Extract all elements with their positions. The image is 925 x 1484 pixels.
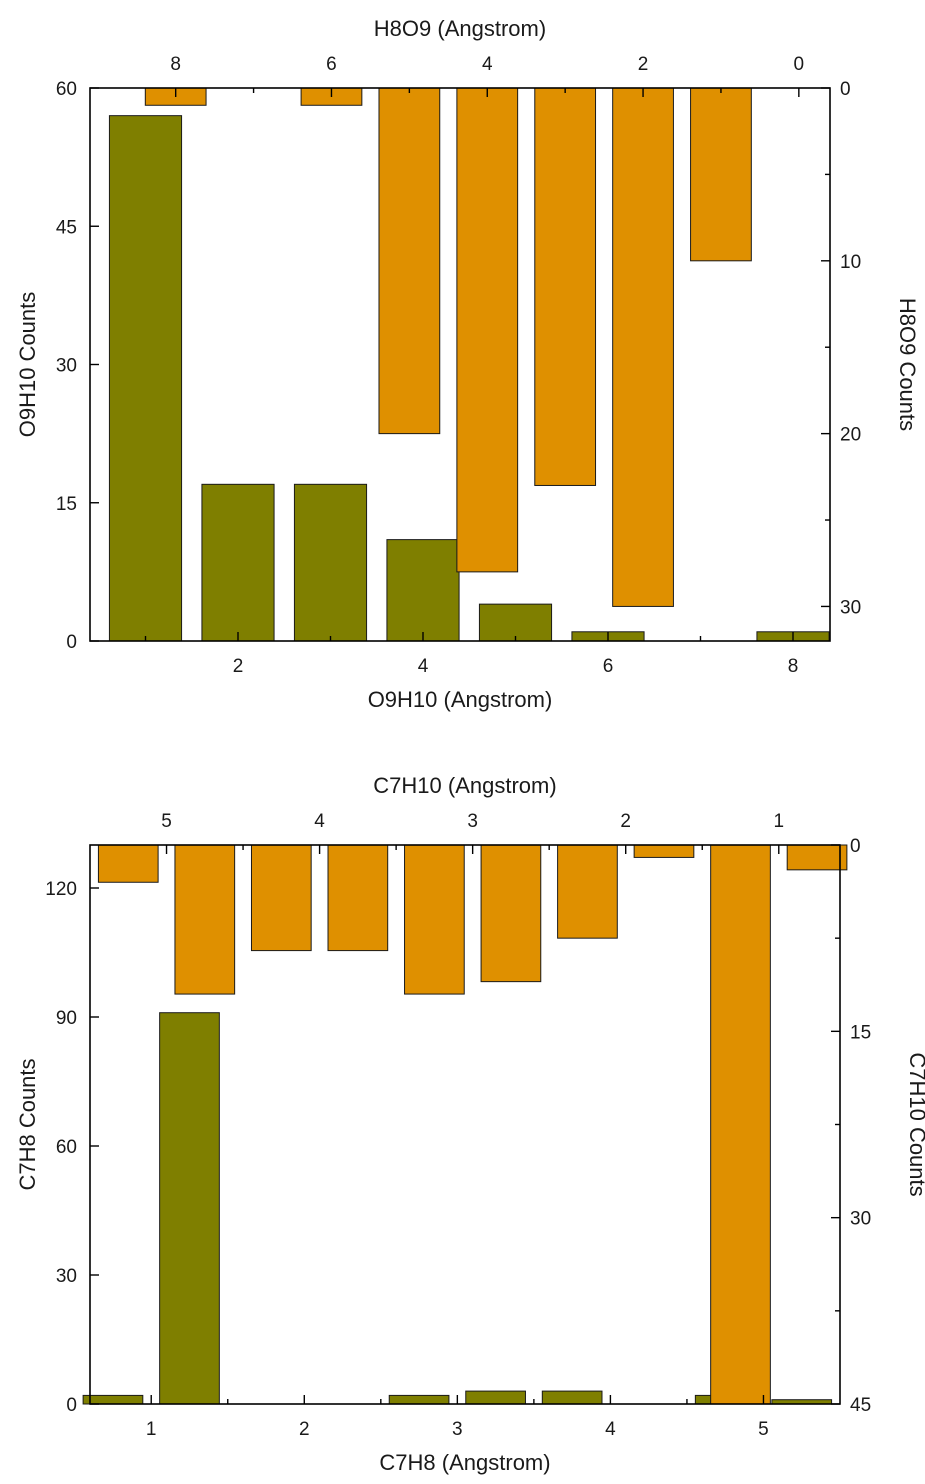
bar-bottom-7 [541,1390,603,1405]
bar-top-3 [250,844,312,952]
series-top [144,87,752,607]
y-left-tick-label: 30 [56,1266,77,1287]
bar-top-7 [612,87,674,607]
bar-top-2 [174,844,236,995]
x-bottom-tick-label: 5 [758,1419,769,1440]
x-bottom-axis-title: C7H8 (Angstrom) [379,1450,550,1475]
x-top-tick-label: 2 [638,54,649,75]
y-right-axis-title: H8O9 Counts [895,298,920,431]
y-left-tick-label: 30 [56,356,77,377]
x-bottom-tick-label: 4 [605,1419,616,1440]
y-right-tick-label: 20 [840,425,861,446]
x-bottom-tick-label: 1 [146,1419,157,1440]
bar-bottom-2 [201,483,275,642]
x-top-tick-label: 4 [314,811,325,832]
x-top-tick-label: 8 [170,54,181,75]
x-top-tick-label: 1 [773,811,784,832]
bar-bottom-5 [478,603,553,642]
x-top-axis-title: H8O9 (Angstrom) [374,16,546,41]
x-top-tick-label: 6 [326,54,337,75]
y-left-tick-label: 120 [45,879,77,900]
y-right-axis-title: C7H10 Counts [905,1052,925,1196]
bar-top-6 [534,87,597,486]
bar-top-9 [710,844,771,1405]
y-right-tick-label: 0 [850,836,861,857]
y-right-tick-label: 10 [840,252,861,273]
bar-top-4 [378,87,441,435]
bar-bottom-6 [465,1390,526,1405]
y-left-tick-label: 60 [56,79,77,100]
x-top-tick-label: 3 [467,811,478,832]
bar-top-7 [557,844,618,939]
x-bottom-tick-label: 2 [299,1419,310,1440]
bar-top-8 [690,87,752,262]
x-top-tick-label: 4 [482,54,493,75]
bar-top-1 [97,844,159,883]
y-right-tick-label: 0 [840,79,851,100]
bar-bottom-1 [82,1394,144,1405]
x-top-tick-label: 2 [620,811,631,832]
bar-top-10 [786,844,848,871]
y-left-tick-label: 0 [66,1395,77,1416]
y-right-tick-label: 45 [850,1395,871,1416]
bar-top-4 [327,844,389,952]
bar-top-5 [456,87,519,573]
x-bottom-tick-label: 8 [788,656,799,677]
y-left-axis-title: C7H8 Counts [15,1058,40,1190]
x-top-tick-label: 0 [794,54,805,75]
bar-top-6 [480,844,542,983]
y-left-tick-label: 15 [56,494,77,515]
x-top-tick-label: 5 [161,811,172,832]
x-bottom-tick-label: 6 [603,656,614,677]
series-bottom [82,1012,833,1405]
y-left-axis-title: O9H10 Counts [15,292,40,438]
bar-bottom-5 [388,1394,450,1405]
bar-bottom-1 [108,115,183,642]
x-bottom-axis-title: O9H10 (Angstrom) [368,687,553,712]
x-bottom-tick-label: 2 [233,656,244,677]
bar-top-8 [633,844,695,858]
x-bottom-tick-label: 3 [452,1419,463,1440]
y-right-tick-label: 30 [850,1209,871,1230]
bar-bottom-3 [293,483,368,642]
y-left-tick-label: 45 [56,217,77,238]
y-left-tick-label: 90 [56,1008,77,1029]
y-left-tick-label: 0 [66,632,77,653]
x-top-axis-title: C7H10 (Angstrom) [373,773,556,798]
y-right-tick-label: 30 [840,597,861,618]
x-bottom-tick-label: 4 [418,656,429,677]
bar-bottom-4 [386,539,460,642]
bar-top-5 [404,844,465,995]
bar-bottom-2 [159,1012,220,1405]
y-right-tick-label: 15 [850,1022,871,1043]
series-top [97,844,848,1405]
y-left-tick-label: 60 [56,1137,77,1158]
